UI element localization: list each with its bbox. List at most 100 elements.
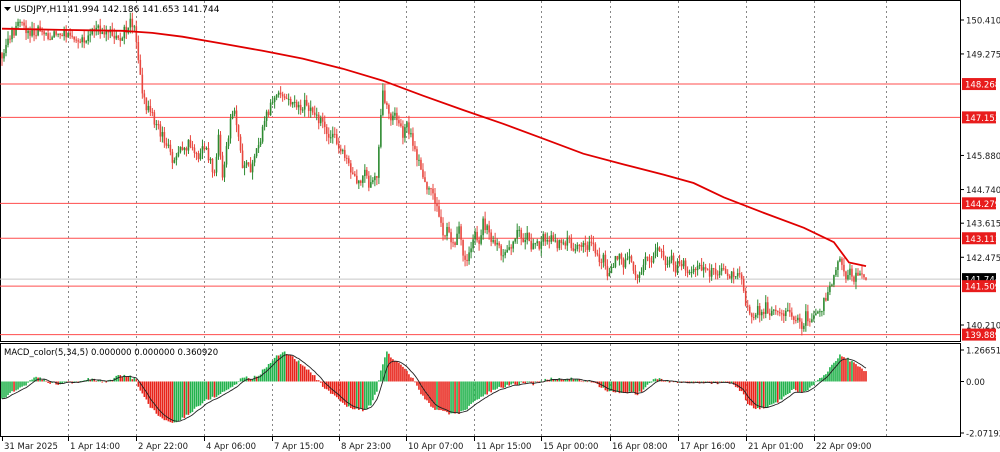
macd-bar	[758, 381, 761, 410]
macd-bar	[636, 381, 639, 396]
macd-bar	[462, 381, 464, 411]
candle-body	[7, 38, 9, 45]
candle-body	[710, 268, 713, 277]
macd-bar	[63, 381, 65, 383]
candle-body	[386, 102, 388, 105]
candle-body	[69, 32, 71, 36]
candle-body	[315, 114, 318, 116]
candle-body	[404, 127, 406, 138]
candle-body	[742, 279, 745, 291]
candle-body	[323, 121, 326, 127]
candle-body	[644, 256, 647, 265]
candle-body	[187, 139, 190, 151]
macd-bar	[197, 381, 200, 407]
macd-bar	[135, 379, 138, 382]
macd-bar	[572, 379, 575, 382]
macd-bar	[15, 381, 17, 391]
macd-bar	[157, 381, 160, 416]
macd-bar	[105, 381, 108, 383]
candle-body	[189, 139, 192, 147]
candle-body	[103, 32, 106, 35]
candle-body	[153, 112, 156, 125]
macd-bar	[482, 381, 484, 397]
candle-body	[809, 321, 811, 323]
candle-body	[171, 151, 174, 163]
candle-body	[726, 273, 729, 277]
candle-body	[580, 245, 583, 247]
candle-body	[394, 112, 396, 116]
macd-bar	[754, 381, 757, 410]
macd-bar	[785, 381, 787, 396]
candle-body	[53, 31, 55, 38]
candle-body	[670, 255, 673, 261]
candle-body	[241, 150, 244, 169]
macd-bar	[658, 378, 661, 382]
macd-bar	[456, 381, 458, 413]
candle-body	[480, 235, 482, 244]
macd-bar	[247, 378, 250, 382]
candle-body	[799, 317, 801, 322]
candle-body	[219, 134, 222, 156]
x-tick-label: 22 Apr 09:00	[816, 442, 871, 452]
candle-body	[259, 141, 262, 146]
candle-body	[283, 96, 286, 98]
macd-bar	[736, 381, 739, 388]
candle-body	[271, 102, 274, 104]
symbol-menu[interactable]: USDJPY,H1 141.994 142.186 141.653 141.74…	[4, 5, 220, 15]
candle-body	[141, 74, 144, 94]
macd-bar	[81, 380, 83, 382]
macd-bar	[803, 381, 805, 392]
dropdown-triangle-icon[interactable]	[4, 7, 11, 11]
macd-bar	[760, 381, 763, 408]
candle-body	[586, 245, 589, 250]
macd-bar	[225, 381, 228, 391]
macd-bar	[303, 366, 306, 382]
candle-body	[656, 247, 659, 251]
candle-body	[472, 239, 474, 249]
candle-body	[33, 28, 35, 36]
candle-body	[63, 29, 65, 37]
macd-bar	[430, 381, 432, 407]
candle-body	[698, 264, 701, 266]
candle-body	[305, 99, 308, 106]
candle-body	[831, 284, 833, 286]
candle-body	[185, 147, 188, 151]
candle-body	[752, 316, 755, 318]
candle-body	[135, 26, 138, 43]
macd-bar	[388, 353, 390, 382]
candle-body	[813, 315, 815, 320]
macd-bar	[273, 357, 276, 382]
macd-bar	[277, 355, 280, 382]
macd-bar	[7, 381, 9, 396]
macd-bar	[606, 381, 609, 392]
macd-bar	[554, 379, 557, 382]
candle-body	[855, 272, 857, 282]
candle-body	[859, 273, 861, 276]
macd-bar	[267, 364, 270, 382]
candle-body	[474, 231, 476, 240]
macd-bar	[47, 381, 49, 383]
macd-signal-series	[1, 354, 867, 422]
candle-body	[291, 102, 294, 105]
macd-bar	[612, 381, 615, 393]
candle-body	[43, 31, 45, 35]
candle-body	[426, 181, 428, 190]
candle-body	[776, 311, 779, 313]
macd-bar	[398, 362, 400, 382]
macd-bar	[396, 361, 398, 382]
candle-body	[772, 309, 775, 311]
candle-body	[454, 242, 456, 245]
macd-bar	[59, 381, 61, 385]
macd-bar	[474, 381, 476, 401]
macd-bar	[343, 381, 346, 405]
macd-bar	[5, 381, 7, 398]
candle-body	[568, 237, 571, 239]
candle-body	[384, 90, 386, 103]
candle-body	[396, 112, 398, 121]
candle-body	[634, 270, 637, 276]
macd-bar	[518, 381, 520, 385]
candle-body	[476, 231, 478, 241]
macd-bar	[269, 362, 272, 382]
macd-bar	[512, 381, 514, 384]
candle-body	[364, 169, 366, 177]
